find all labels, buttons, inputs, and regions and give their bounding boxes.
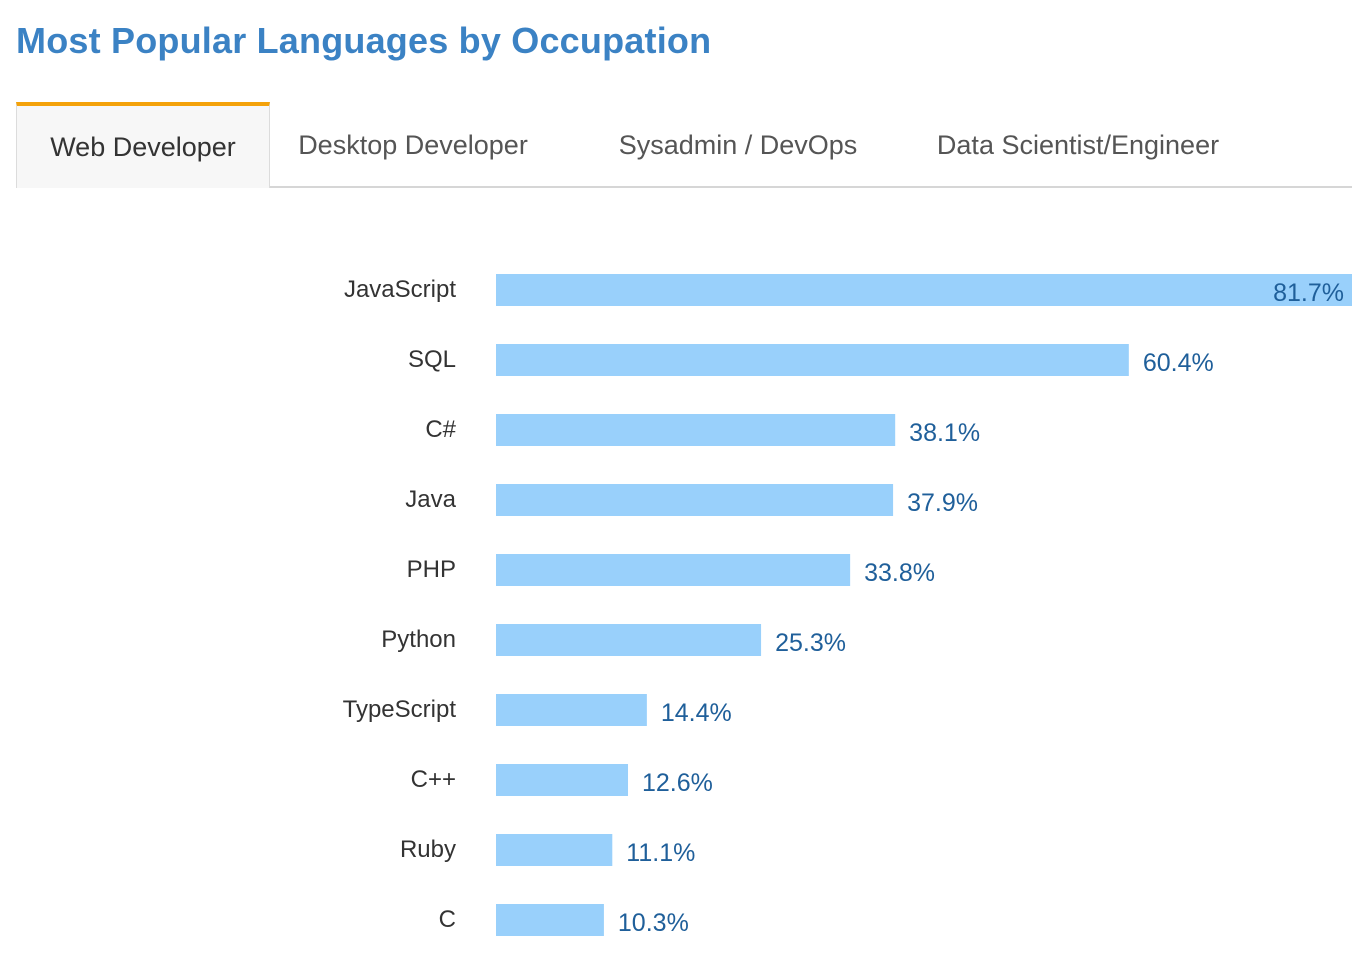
category-label-php: PHP <box>407 556 456 583</box>
category-label-csharp: C# <box>425 416 456 443</box>
value-label-python: 25.3% <box>775 629 846 657</box>
category-label-typescript: TypeScript <box>343 696 457 723</box>
category-label-python: Python <box>381 626 456 653</box>
bar-ruby <box>496 834 613 866</box>
bar-python <box>496 624 762 656</box>
tab-web-developer[interactable]: Web Developer <box>16 102 270 188</box>
value-label-sql: 60.4% <box>1143 349 1214 377</box>
tab-data-scientist-engineer[interactable]: Data Scientist/Engineer <box>936 129 1220 160</box>
bar-typescript <box>496 694 647 726</box>
category-label-c: C <box>439 906 456 933</box>
bar-javascript <box>496 274 1352 306</box>
bar-php <box>496 554 851 586</box>
value-label-typescript: 14.4% <box>661 699 732 727</box>
occupation-tabs: Web Developer Desktop Developer Sysadmin… <box>16 102 1352 188</box>
value-label-cpp: 12.6% <box>642 769 713 797</box>
category-label-javascript: JavaScript <box>344 276 456 303</box>
bar-cpp <box>496 764 629 796</box>
bar-csharp <box>496 414 896 446</box>
tab-sysadmin-devops[interactable]: Sysadmin / DevOps <box>618 129 858 160</box>
bar-java <box>496 484 894 516</box>
value-label-php: 33.8% <box>864 559 935 587</box>
category-label-cpp: C++ <box>411 766 456 793</box>
page-title: Most Popular Languages by Occupation <box>16 20 712 61</box>
value-label-ruby: 11.1% <box>626 839 695 867</box>
value-label-javascript: 81.7% <box>1273 279 1344 307</box>
category-label-sql: SQL <box>408 346 456 373</box>
value-label-java: 37.9% <box>907 489 978 517</box>
value-label-c: 10.3% <box>618 909 689 937</box>
value-label-csharp: 38.1% <box>909 419 980 447</box>
tab-desktop-developer[interactable]: Desktop Developer <box>298 129 528 160</box>
bar-sql <box>496 344 1129 376</box>
category-label-java: Java <box>405 486 456 513</box>
category-label-ruby: Ruby <box>400 836 456 863</box>
bar-c <box>496 904 604 936</box>
